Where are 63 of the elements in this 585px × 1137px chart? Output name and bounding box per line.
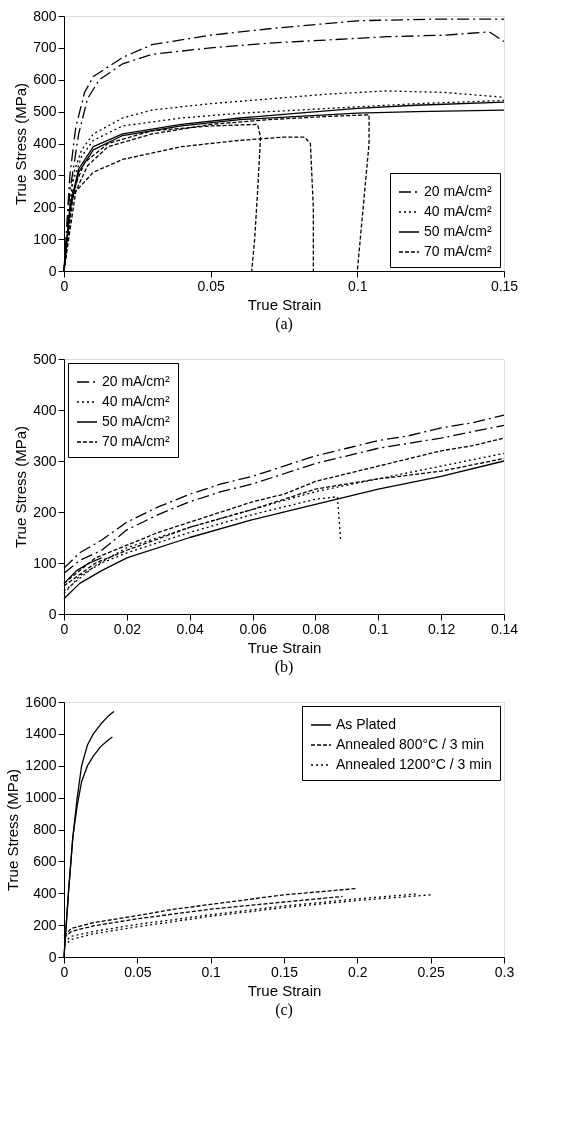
y-tick-label: 600 (33, 71, 57, 88)
y-tick-label: 400 (33, 135, 57, 151)
legend-label: Annealed 1200°C / 3 min (336, 756, 492, 772)
legend-label: 20 mA/cm² (102, 373, 171, 389)
x-tick-label: 0.08 (302, 620, 330, 637)
legend-label: 70 mA/cm² (102, 433, 171, 449)
y-tick-label: 300 (33, 452, 57, 469)
y-tick-label: 700 (33, 39, 57, 56)
text: (b) (274, 658, 294, 676)
x-tick-label: 0 (60, 277, 69, 294)
legend-label: 70 mA/cm² (424, 243, 493, 259)
x-tick-label: 0.05 (124, 963, 152, 980)
legend-label: 50 mA/cm² (424, 223, 493, 239)
y-axis-title: True Stress (MPa) (12, 83, 30, 205)
x-tick-label: 0.1 (348, 277, 368, 294)
y-tick-label: 100 (33, 230, 57, 247)
y-tick-label: 800 (33, 7, 57, 24)
x-tick-label: 0.05 (197, 277, 225, 294)
x-tick-label: 0.06 (239, 620, 267, 637)
y-axis-title: True Stress (MPa) (4, 769, 22, 891)
x-tick-label: 0 (60, 620, 69, 637)
x-tick-label: 0.12 (428, 620, 456, 637)
x-tick-label: 0.1 (201, 963, 222, 980)
legend-label: 20 mA/cm² (424, 183, 493, 199)
x-tick-label: 0.14 (490, 620, 519, 637)
y-tick-label: 1400 (25, 725, 57, 742)
y-tick-label: 100 (33, 554, 57, 571)
y-tick-label: 400 (33, 884, 57, 901)
x-tick-label: 0.1 (369, 620, 389, 637)
y-tick-label: 600 (33, 852, 57, 869)
x-axis-title: True Strain (247, 981, 322, 999)
text: (c) (275, 1001, 293, 1019)
x-tick-label: 0.04 (176, 620, 205, 637)
y-tick-label: 300 (33, 166, 57, 183)
x-axis-title: True Strain (247, 638, 322, 656)
legend-label: As Plated (336, 716, 396, 732)
x-tick-label: 0.25 (417, 963, 445, 980)
y-tick-label: 1600 (25, 693, 57, 710)
legend-label: 40 mA/cm² (424, 203, 493, 219)
y-tick-label: 500 (33, 350, 57, 367)
y-tick-label: 0 (48, 948, 57, 965)
x-tick-label: 0.15 (490, 277, 519, 294)
y-tick-label: 1200 (25, 757, 57, 774)
x-tick-label: 0.02 (113, 620, 142, 637)
text: (a) (275, 315, 293, 333)
y-tick-label: 0 (48, 605, 57, 622)
y-tick-label: 1000 (25, 789, 57, 806)
y-axis-title: True Stress (MPa) (12, 426, 30, 548)
x-tick-label: 0.15 (270, 963, 299, 980)
y-tick-label: 200 (33, 198, 57, 215)
x-tick-label: 0.2 (348, 963, 368, 980)
y-tick-label: 200 (33, 916, 57, 933)
legend-label: Annealed 800°C / 3 min (336, 736, 485, 752)
y-tick-label: 0 (48, 262, 57, 279)
y-tick-label: 400 (33, 401, 57, 418)
x-tick-label: 0.3 (494, 963, 515, 980)
y-tick-label: 800 (33, 821, 57, 837)
x-axis-title: True Strain (247, 295, 322, 313)
x-tick-label: 0 (60, 963, 69, 980)
legend-label: 40 mA/cm² (102, 393, 171, 409)
y-tick-label: 500 (33, 103, 57, 120)
legend-label: 50 mA/cm² (102, 413, 171, 429)
y-tick-label: 200 (33, 503, 57, 520)
